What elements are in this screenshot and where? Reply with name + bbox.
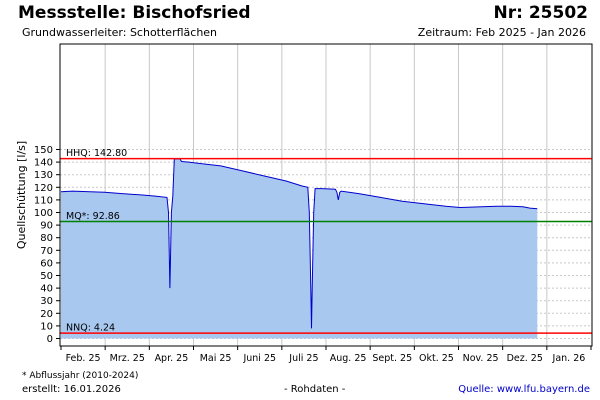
source-label: Quelle:: [458, 384, 494, 395]
y-tick-label: 0: [47, 334, 53, 345]
source-info: Quelle: www.lfu.bayern.de: [458, 384, 590, 395]
y-tick-label: 90: [40, 221, 53, 232]
x-tick-label: Juni 25: [242, 353, 276, 364]
x-tick-label: Mai 25: [200, 353, 232, 364]
y-tick-label: 60: [40, 258, 53, 269]
x-tick-label: Okt. 25: [419, 353, 454, 364]
x-tick-label: Jan. 26: [552, 353, 586, 364]
x-tick-label: Aug. 25: [330, 353, 367, 364]
x-tick-label: Juli 25: [288, 353, 318, 364]
footnote: * Abflussjahr (2010-2024): [22, 371, 139, 381]
reference-lines: HHQ: 142.80 MQ*: 92.86 NNQ: 4.24: [60, 148, 592, 334]
y-tick-label: 70: [40, 246, 53, 257]
y-tick-label: 110: [34, 195, 53, 206]
y-tick-label: 40: [40, 284, 53, 295]
chart-area-group: [60, 158, 538, 339]
chart-axes: [56, 43, 593, 350]
y-tick-label: 50: [40, 271, 53, 282]
discharge-area: [61, 159, 538, 339]
y-tick-label: 120: [34, 183, 53, 194]
station-title: Messstelle: Bischofsried: [18, 3, 251, 23]
period-label: Zeitraum: Feb 2025 - Jan 2026: [417, 26, 586, 39]
discharge-line: [60, 158, 538, 329]
y-tick-label: 100: [34, 208, 53, 219]
x-tick-label: Feb. 25: [66, 353, 101, 364]
created-date: 16.01.2026: [63, 384, 121, 395]
x-tick-label: Sept. 25: [372, 353, 412, 364]
x-tick-label: Apr. 25: [155, 353, 189, 364]
reference-label: HHQ: 142.80: [66, 148, 127, 159]
source-link[interactable]: www.lfu.bayern.de: [496, 384, 590, 395]
x-tick-label: Dez. 25: [507, 353, 543, 364]
y-tick-label: 10: [40, 321, 53, 332]
aquifer-subtitle: Grundwasserleiter: Schotterflächen: [22, 26, 218, 39]
station-number: Nr: 25502: [493, 3, 588, 23]
reference-label: MQ*: 92.86: [66, 211, 120, 222]
y-axis-label: Quellschüttung [l/s]: [15, 141, 28, 249]
created-label: erstellt:: [22, 384, 61, 395]
y-tick-label: 30: [40, 296, 53, 307]
y-tick-label: 80: [40, 233, 53, 244]
plot-frame: [59, 43, 593, 347]
x-tick-label: Nov. 25: [463, 353, 499, 364]
y-tick-label: 140: [34, 158, 53, 169]
y-tick-label: 130: [34, 170, 53, 181]
reference-label: NNQ: 4.24: [66, 323, 115, 334]
created-info: erstellt: 16.01.2026: [22, 384, 121, 395]
x-tick-label: Mrz. 25: [110, 353, 145, 364]
y-tick-label: 150: [34, 145, 53, 156]
rohdaten-label: - Rohdaten -: [284, 384, 346, 395]
y-tick-label: 20: [40, 309, 53, 320]
